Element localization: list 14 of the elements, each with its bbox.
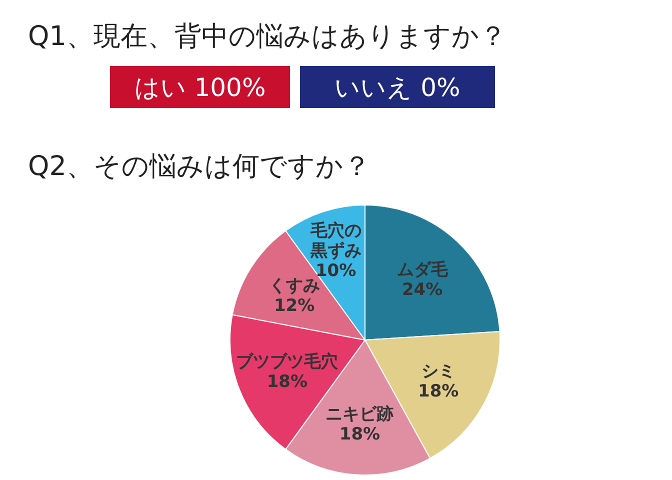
category-label: いいえ 0% xyxy=(334,73,460,102)
slice-label: ムダ毛 xyxy=(396,260,449,280)
data-label: 12% xyxy=(274,296,315,316)
chart-title: Q2、その悩みは何ですか？ xyxy=(28,151,370,182)
slice-label: ブツブツ毛穴 xyxy=(236,352,340,372)
data-label: 18% xyxy=(418,381,459,402)
slice-label: 毛穴の黒ずみ xyxy=(309,221,362,262)
slice-label: シミ xyxy=(421,361,456,382)
category-label: はい 100% xyxy=(134,73,266,102)
data-label: 18% xyxy=(339,424,380,445)
slice-label: ニキビ跡 xyxy=(326,404,394,425)
data-label: 18% xyxy=(266,372,308,392)
text: Q1、現在、背中の悩みはありますか？ xyxy=(28,21,506,52)
data-label: 24% xyxy=(402,280,443,300)
